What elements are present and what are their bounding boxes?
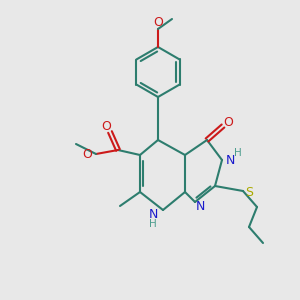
Text: N: N: [225, 154, 235, 166]
Text: O: O: [153, 16, 163, 29]
Text: H: H: [234, 148, 242, 158]
Text: S: S: [245, 185, 253, 199]
Text: N: N: [148, 208, 158, 221]
Text: H: H: [149, 219, 157, 229]
Text: O: O: [223, 116, 233, 128]
Text: N: N: [195, 200, 205, 214]
Text: O: O: [101, 119, 111, 133]
Text: O: O: [82, 148, 92, 161]
